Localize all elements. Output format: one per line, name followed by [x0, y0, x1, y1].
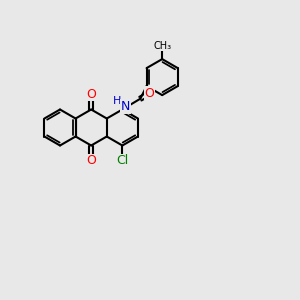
- Text: Cl: Cl: [116, 154, 128, 167]
- Text: H: H: [113, 96, 121, 106]
- Text: N: N: [121, 100, 130, 113]
- Text: O: O: [86, 88, 96, 101]
- Text: O: O: [86, 154, 96, 167]
- Text: O: O: [144, 87, 154, 100]
- Text: CH₃: CH₃: [153, 40, 171, 51]
